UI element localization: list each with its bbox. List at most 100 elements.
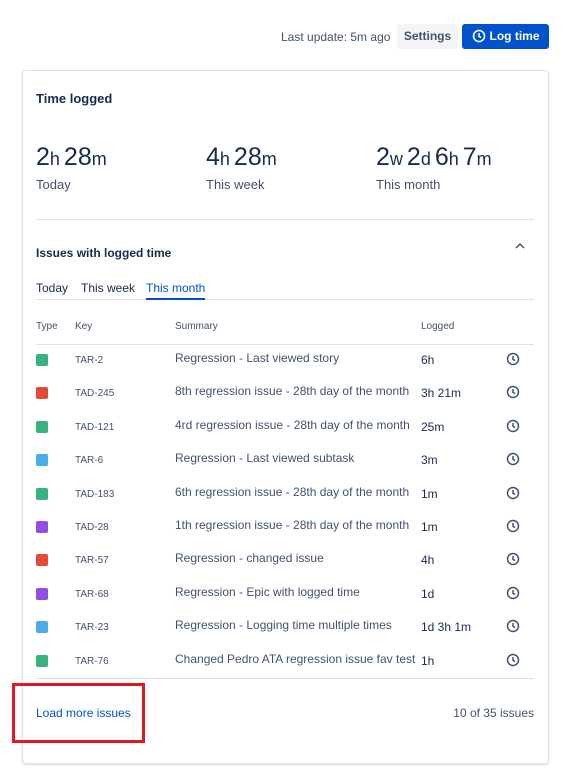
issue-key: TAD-28	[75, 522, 109, 533]
issue-type-icon	[36, 587, 48, 600]
settings-button[interactable]: Settings	[397, 24, 458, 49]
stat-value: 2w 2d 6h 7m	[376, 143, 496, 172]
highlight-box	[12, 683, 145, 743]
issue-summary: 6th regression issue - 28th day of the m…	[175, 484, 410, 499]
issue-summary: Regression - changed issue	[175, 551, 324, 566]
issue-row[interactable]: TAD-28 1th regression issue - 28th day of…	[36, 512, 534, 545]
issue-logged: 4h	[421, 553, 435, 568]
issue-row[interactable]: TAD-121 4rd regression issue - 28th day o…	[36, 412, 534, 445]
issue-summary: 4rd regression issue - 28th day of the m…	[175, 417, 410, 432]
card-title: Time logged	[36, 91, 113, 106]
issue-type-icon	[36, 454, 48, 467]
issue-key: TAR-68	[75, 588, 109, 600]
issue-row[interactable]: TAR-23 Regression - Logging time multiple…	[36, 612, 534, 645]
issue-logged: 1h	[421, 653, 435, 668]
issue-type-icon	[36, 354, 48, 366]
log-clock-icon[interactable]	[506, 653, 520, 667]
stat-number: 2	[36, 143, 50, 171]
stat-unit: d	[420, 149, 431, 169]
issue-type-icon	[36, 521, 48, 533]
issue-type-icon	[36, 420, 48, 433]
column-header: Key	[75, 321, 93, 332]
tab[interactable]: Today	[36, 281, 69, 295]
issue-row[interactable]: TAD-183 6th regression issue - 28th day o…	[36, 479, 534, 512]
log-clock-icon[interactable]	[506, 486, 520, 500]
issue-key: TAR-57	[75, 555, 109, 567]
issue-summary: Changed Pedro ATA regression issue fav t…	[175, 651, 416, 666]
stat-number: 7	[462, 143, 477, 171]
stat-unit: w	[389, 149, 403, 169]
issue-type-icon	[36, 554, 48, 567]
stat-label: Today	[36, 177, 71, 192]
stat-unit: h	[448, 149, 459, 169]
issue-logged: 1d 3h 1m	[421, 620, 472, 635]
issue-row[interactable]: TAR-68 Regression - Epic with logged time…	[36, 579, 534, 612]
stat-number: 28	[233, 143, 262, 171]
issue-summary: Regression - Logging time multiple times	[175, 618, 392, 633]
issue-type-icon	[36, 387, 48, 400]
stat-number: 6	[434, 143, 449, 171]
log-time-label: Log time	[489, 29, 540, 43]
issue-type-icon	[36, 621, 48, 634]
issues-title: Issues with logged time	[36, 246, 172, 260]
last-update: Last update: 5m ago	[281, 30, 391, 44]
tabs-line	[36, 299, 534, 300]
stat-value: 2h 28m	[36, 143, 111, 172]
issue-key: TAD-121	[75, 421, 115, 433]
stat-number: 2	[406, 143, 421, 171]
stat-unit: h	[219, 149, 230, 169]
issue-key: TAR-2	[75, 355, 104, 366]
issue-summary: Regression - Last viewed story	[175, 351, 340, 365]
issue-row[interactable]: TAR-6 Regression - Last viewed subtask 3m	[36, 445, 534, 478]
column-header: Logged	[421, 321, 455, 332]
issue-summary: Regression - Last viewed subtask	[175, 451, 355, 466]
log-time-button[interactable]: Log time	[462, 24, 549, 49]
issue-count: 10 of 35 issues	[453, 706, 534, 720]
issue-key: TAR-6	[75, 455, 104, 467]
issue-key: TAD-245	[75, 388, 115, 400]
stat-number: 4	[206, 143, 220, 171]
log-clock-icon[interactable]	[506, 452, 520, 466]
stat-unit: m	[261, 149, 277, 169]
issue-row[interactable]: TAR-2 Regression - Last viewed story 6h	[36, 345, 534, 378]
issue-logged: 1d	[421, 586, 435, 601]
issue-key: TAR-23	[75, 622, 109, 634]
issue-logged: 25m	[421, 419, 445, 434]
issue-logged: 1m	[421, 520, 438, 534]
issue-row[interactable]: TAD-245 8th regression issue - 28th day o…	[36, 378, 534, 411]
log-clock-icon[interactable]	[506, 352, 520, 366]
issue-key: TAR-76	[75, 655, 109, 667]
collapse-chevron[interactable]	[514, 241, 526, 251]
load-more-link[interactable]: Load more issues	[36, 706, 131, 720]
log-clock-icon[interactable]	[506, 519, 520, 533]
issue-logged: 3m	[421, 453, 438, 468]
stat-label: This week	[206, 177, 265, 192]
stat-number: 28	[63, 143, 92, 171]
log-clock-icon[interactable]	[506, 385, 520, 399]
stat-label: This month	[376, 177, 441, 192]
issue-summary: Regression - Epic with logged time	[175, 584, 360, 599]
issue-key: TAD-183	[75, 488, 115, 500]
clock-icon	[472, 29, 485, 43]
table-bottom-line	[36, 678, 534, 679]
log-clock-icon[interactable]	[506, 419, 520, 433]
issue-type-icon	[36, 487, 48, 500]
issue-summary: 8th regression issue - 28th day of the m…	[175, 384, 410, 399]
issue-row[interactable]: TAR-76 Changed Pedro ATA regression issue…	[36, 646, 534, 679]
tab[interactable]: This week	[81, 281, 136, 295]
log-clock-icon[interactable]	[506, 586, 520, 600]
issue-summary: 1th regression issue - 28th day of the m…	[175, 518, 410, 532]
log-clock-icon[interactable]	[506, 552, 520, 566]
stat-unit: m	[91, 149, 107, 169]
log-clock-icon[interactable]	[506, 619, 520, 633]
issue-row[interactable]: TAR-57 Regression - changed issue 4h	[36, 545, 534, 578]
issue-logged: 6h	[421, 353, 435, 367]
column-header: Summary	[175, 321, 218, 332]
header-line	[36, 344, 534, 345]
issue-logged: 1m	[421, 486, 438, 501]
stat-number: 2	[376, 143, 390, 171]
tab-active[interactable]: This month	[146, 281, 206, 300]
stat-unit: m	[476, 149, 492, 169]
issue-logged: 3h 21m	[421, 386, 462, 401]
